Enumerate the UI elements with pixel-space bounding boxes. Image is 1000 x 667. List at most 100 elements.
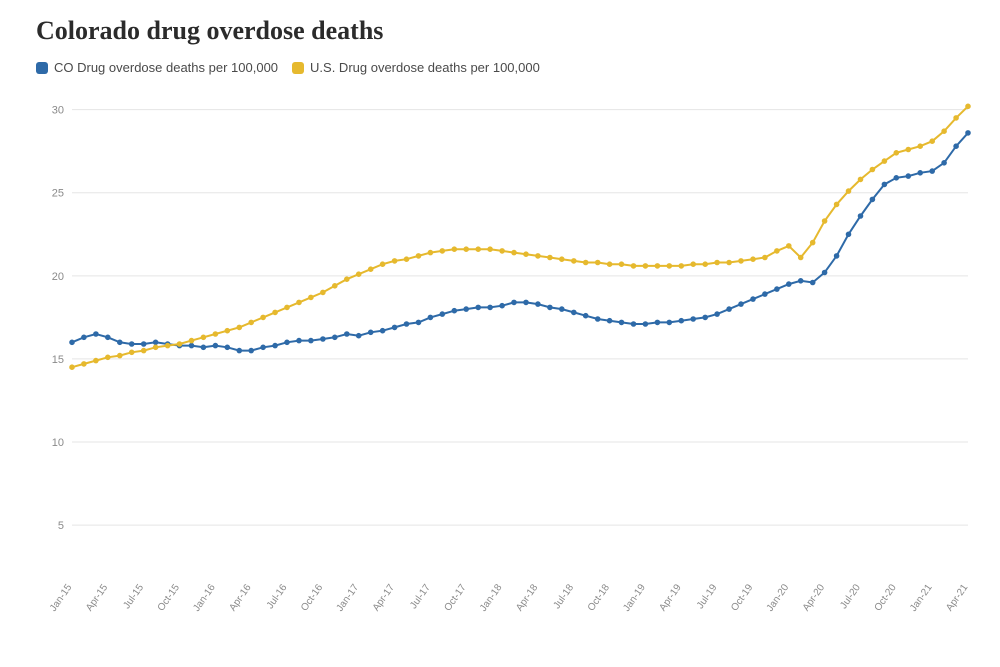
data-point: [82, 335, 87, 340]
x-axis-label: Jan-19: [621, 582, 648, 614]
data-point: [798, 279, 803, 284]
data-point: [368, 267, 373, 272]
data-point: [966, 104, 971, 109]
data-point: [428, 250, 433, 255]
x-axis-label: Jan-20: [765, 582, 792, 614]
data-point: [703, 262, 708, 267]
data-point: [655, 320, 660, 325]
data-point: [715, 260, 720, 265]
data-point: [942, 129, 947, 134]
data-point: [356, 272, 361, 277]
data-point: [631, 322, 636, 327]
data-point: [309, 338, 314, 343]
data-point: [536, 254, 541, 259]
data-point: [82, 362, 87, 367]
data-point: [739, 302, 744, 307]
data-point: [930, 139, 935, 144]
data-point: [739, 259, 744, 264]
data-point: [775, 249, 780, 254]
data-point: [237, 325, 242, 330]
data-point: [94, 358, 99, 363]
chart-area: 51015202530Jan-15Apr-15Jul-15Oct-15Jan-1…: [36, 85, 980, 645]
legend-item-us: U.S. Drug overdose deaths per 100,000: [292, 60, 540, 75]
data-point: [906, 147, 911, 152]
data-point: [894, 176, 899, 181]
data-point: [524, 252, 529, 257]
legend-swatch-us: [292, 62, 304, 74]
data-point: [679, 264, 684, 269]
data-point: [954, 144, 959, 149]
data-point: [177, 342, 182, 347]
data-point: [213, 343, 218, 348]
data-point: [452, 247, 457, 252]
data-point: [595, 260, 600, 265]
y-axis-label: 30: [52, 105, 64, 117]
data-point: [464, 247, 469, 252]
data-point: [345, 332, 350, 337]
x-axis-label: Jul-19: [695, 582, 720, 611]
data-point: [333, 335, 338, 340]
data-point: [643, 264, 648, 269]
y-axis-label: 25: [52, 188, 64, 200]
data-point: [524, 300, 529, 305]
data-point: [894, 151, 899, 156]
data-point: [129, 350, 134, 355]
x-axis-label: Jul-18: [552, 582, 577, 611]
data-point: [583, 260, 588, 265]
data-point: [321, 337, 326, 342]
data-point: [118, 340, 123, 345]
data-point: [512, 250, 517, 255]
data-point: [882, 182, 887, 187]
data-point: [512, 300, 517, 305]
data-point: [834, 254, 839, 259]
legend: CO Drug overdose deaths per 100,000 U.S.…: [36, 60, 980, 75]
chart-title: Colorado drug overdose deaths: [36, 16, 980, 46]
data-point: [942, 161, 947, 166]
data-point: [189, 343, 194, 348]
data-point: [619, 262, 624, 267]
x-axis-label: Jul-20: [838, 582, 863, 611]
data-point: [380, 328, 385, 333]
legend-label-co: CO Drug overdose deaths per 100,000: [54, 60, 278, 75]
data-point: [787, 244, 792, 249]
data-point: [488, 247, 493, 252]
data-point: [70, 365, 75, 370]
data-point: [548, 255, 553, 260]
data-point: [787, 282, 792, 287]
x-axis-label: Oct-19: [729, 582, 755, 613]
data-point: [583, 313, 588, 318]
data-point: [655, 264, 660, 269]
data-point: [703, 315, 708, 320]
data-point: [846, 189, 851, 194]
data-point: [619, 320, 624, 325]
data-point: [870, 197, 875, 202]
data-point: [595, 317, 600, 322]
data-point: [727, 307, 732, 312]
data-point: [141, 342, 146, 347]
data-point: [775, 287, 780, 292]
x-axis-label: Apr-18: [514, 582, 540, 613]
data-point: [476, 305, 481, 310]
data-point: [882, 159, 887, 164]
x-axis-label: Oct-18: [586, 582, 612, 613]
data-point: [213, 332, 218, 337]
data-point: [810, 240, 815, 245]
data-point: [798, 255, 803, 260]
data-point: [727, 260, 732, 265]
data-point: [440, 249, 445, 254]
data-point: [966, 131, 971, 136]
x-axis-label: Jan-18: [478, 582, 505, 614]
data-point: [679, 318, 684, 323]
x-axis-label: Apr-21: [944, 582, 970, 613]
y-axis-label: 5: [58, 520, 64, 532]
data-point: [404, 257, 409, 262]
data-point: [249, 320, 254, 325]
data-point: [392, 259, 397, 264]
data-point: [906, 174, 911, 179]
data-point: [464, 307, 469, 312]
data-point: [476, 247, 481, 252]
data-point: [165, 343, 170, 348]
data-point: [297, 338, 302, 343]
data-point: [763, 292, 768, 297]
data-point: [416, 320, 421, 325]
